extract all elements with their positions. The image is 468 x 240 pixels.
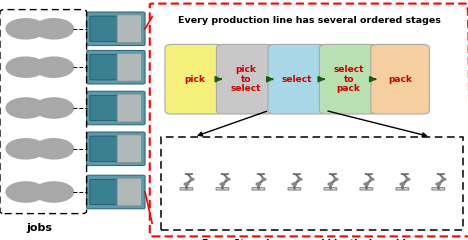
FancyBboxPatch shape <box>371 44 430 114</box>
Circle shape <box>256 183 261 185</box>
Circle shape <box>34 139 73 159</box>
FancyBboxPatch shape <box>90 136 120 162</box>
Text: pick
to
select: pick to select <box>230 65 261 93</box>
FancyBboxPatch shape <box>396 188 409 190</box>
FancyBboxPatch shape <box>87 50 145 84</box>
Circle shape <box>34 182 73 202</box>
FancyBboxPatch shape <box>360 188 373 190</box>
FancyBboxPatch shape <box>87 91 145 125</box>
Circle shape <box>6 139 45 159</box>
Circle shape <box>334 178 338 180</box>
Circle shape <box>442 178 446 180</box>
FancyBboxPatch shape <box>87 12 145 46</box>
FancyBboxPatch shape <box>117 135 141 163</box>
FancyBboxPatch shape <box>180 188 193 190</box>
Circle shape <box>262 178 266 180</box>
Text: Every Stage has several identical machines: Every Stage has several identical machin… <box>202 239 423 240</box>
Circle shape <box>406 178 410 180</box>
FancyBboxPatch shape <box>117 53 141 81</box>
Circle shape <box>436 183 440 185</box>
FancyBboxPatch shape <box>90 179 120 205</box>
FancyBboxPatch shape <box>432 188 445 190</box>
FancyBboxPatch shape <box>217 44 275 114</box>
FancyBboxPatch shape <box>252 188 265 190</box>
FancyBboxPatch shape <box>90 54 120 80</box>
Circle shape <box>328 183 333 185</box>
Circle shape <box>6 182 45 202</box>
Text: jobs: jobs <box>27 223 53 233</box>
FancyBboxPatch shape <box>117 94 141 122</box>
Circle shape <box>298 178 302 180</box>
FancyBboxPatch shape <box>90 95 120 121</box>
Circle shape <box>6 19 45 39</box>
Circle shape <box>184 183 189 185</box>
Circle shape <box>6 98 45 118</box>
Text: pick: pick <box>184 75 205 84</box>
FancyBboxPatch shape <box>117 15 141 43</box>
Circle shape <box>220 183 225 185</box>
Circle shape <box>34 57 73 77</box>
Circle shape <box>6 57 45 77</box>
FancyBboxPatch shape <box>117 178 141 206</box>
FancyBboxPatch shape <box>268 44 327 114</box>
FancyBboxPatch shape <box>165 44 224 114</box>
Text: select: select <box>282 75 313 84</box>
Circle shape <box>364 183 369 185</box>
FancyBboxPatch shape <box>87 132 145 166</box>
Text: Every production line has several ordered stages: Every production line has several ordere… <box>178 16 441 25</box>
FancyBboxPatch shape <box>324 188 337 190</box>
Text: pack: pack <box>388 75 412 84</box>
Circle shape <box>34 98 73 118</box>
Circle shape <box>292 183 297 185</box>
FancyBboxPatch shape <box>90 16 120 42</box>
FancyBboxPatch shape <box>320 44 378 114</box>
Circle shape <box>226 178 230 180</box>
FancyBboxPatch shape <box>216 188 229 190</box>
Text: select
to
pack: select to pack <box>333 65 364 93</box>
Circle shape <box>34 19 73 39</box>
Circle shape <box>370 178 374 180</box>
FancyBboxPatch shape <box>87 175 145 209</box>
FancyBboxPatch shape <box>288 188 301 190</box>
Circle shape <box>190 178 194 180</box>
Circle shape <box>400 183 404 185</box>
